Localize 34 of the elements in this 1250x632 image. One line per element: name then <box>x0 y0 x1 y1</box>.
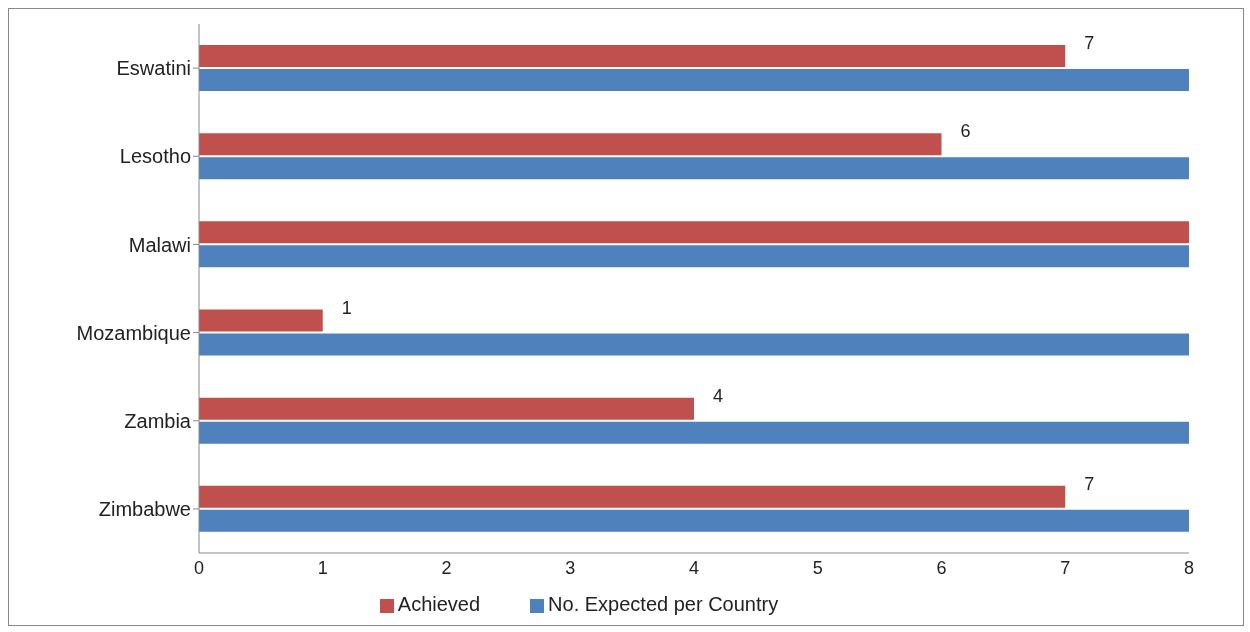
x-tick-label: 5 <box>812 557 823 578</box>
bar <box>199 133 942 156</box>
bar <box>199 485 1066 508</box>
x-tick-label: 7 <box>1060 557 1071 578</box>
data-label: 4 <box>712 385 724 406</box>
x-tick-label: 8 <box>1183 557 1195 578</box>
y-tick-label: Zambia <box>124 409 192 432</box>
data-label: 1 <box>341 297 352 318</box>
bar <box>199 421 1189 444</box>
bar <box>199 333 1189 356</box>
y-tick-label: Eswatini <box>116 57 191 80</box>
y-tick-label: Malawi <box>128 233 191 256</box>
legend-label: No. Expected per Country <box>548 593 779 615</box>
x-tick-label: 0 <box>193 557 205 578</box>
x-tick-label: 4 <box>688 557 700 578</box>
bar <box>199 397 694 420</box>
x-tick-label: 1 <box>317 557 328 578</box>
y-tick-label: Mozambique <box>76 321 191 344</box>
bar <box>199 509 1189 532</box>
data-label: 6 <box>960 121 971 142</box>
x-tick-label: 3 <box>565 557 576 578</box>
bar <box>199 309 323 332</box>
data-label: 7 <box>1084 33 1095 53</box>
bar <box>199 157 1189 180</box>
bar <box>199 245 1189 268</box>
y-tick-label: Lesotho <box>119 145 191 168</box>
data-label: 7 <box>1084 473 1095 494</box>
bar <box>199 69 1189 91</box>
bar <box>199 221 1189 244</box>
bar <box>199 45 1066 67</box>
x-tick-label: 6 <box>936 557 947 578</box>
y-tick-label: Zimbabwe <box>98 498 191 521</box>
x-tick-label: 2 <box>441 557 452 578</box>
legend-label: Achieved <box>397 593 481 615</box>
